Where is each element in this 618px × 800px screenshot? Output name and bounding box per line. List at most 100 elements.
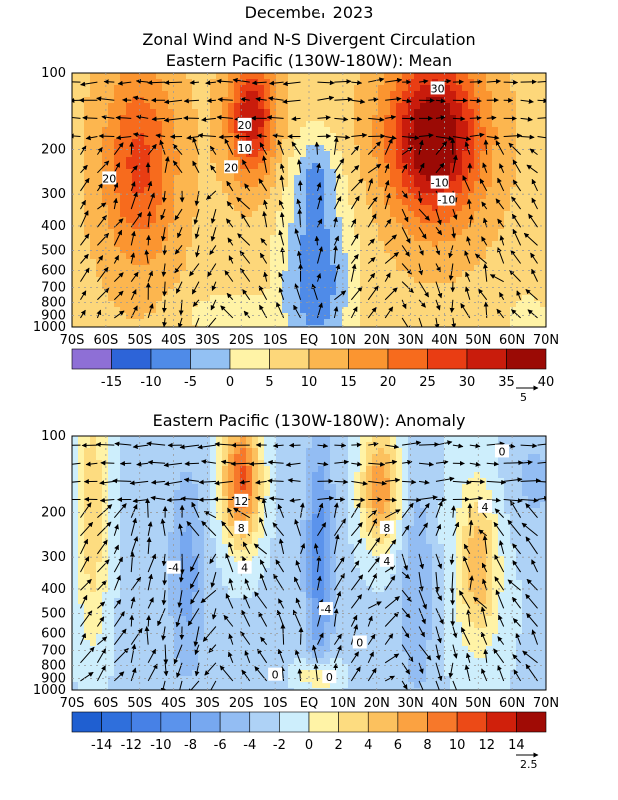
- mean-panel-cell: [78, 91, 85, 98]
- anomaly-panel-cell: [192, 652, 199, 659]
- anomaly-panel-cell: [102, 580, 109, 587]
- anomaly-panel-cell: [144, 454, 151, 461]
- mean-panel-cell: [336, 259, 343, 266]
- mean-panel-x-tick-label: 70N: [533, 333, 559, 348]
- anomaly-panel-cell: [198, 580, 205, 587]
- mean-panel-cell: [516, 211, 523, 218]
- mean-panel-cell: [534, 235, 541, 242]
- mean-panel-cell: [270, 145, 277, 152]
- anomaly-panel-cell: [216, 658, 223, 665]
- mean-panel-cell: [480, 91, 487, 98]
- anomaly-panel-cell: [168, 640, 175, 647]
- mean-panel-cell: [240, 271, 247, 278]
- mean-panel-cell: [414, 199, 421, 206]
- anomaly-panel-cell: [192, 634, 199, 641]
- mean-panel-wind-vector: [97, 160, 110, 174]
- mean-panel-cell: [306, 109, 313, 116]
- anomaly-panel-cell: [126, 670, 133, 677]
- mean-panel-cell: [210, 175, 217, 182]
- anomaly-panel-cell: [132, 682, 139, 689]
- mean-panel-cell: [90, 223, 97, 230]
- mean-panel-wind-vector: [224, 138, 234, 155]
- mean-panel-cell: [288, 109, 295, 116]
- anomaly-panel-cell: [216, 502, 223, 509]
- anomaly-panel-cell: [222, 580, 229, 587]
- anomaly-panel-cell: [102, 484, 109, 491]
- mean-panel-wind-vector: [384, 138, 393, 155]
- mean-panel-cell: [96, 91, 103, 98]
- mean-panel-cell: [246, 313, 253, 320]
- mean-panel-cell: [504, 151, 511, 158]
- mean-panel-cell: [102, 79, 109, 86]
- mean-panel-cell: [288, 325, 295, 327]
- mean-panel-cell: [522, 283, 529, 290]
- mean-panel-cell: [348, 73, 355, 80]
- mean-panel-cell: [204, 163, 211, 170]
- mean-panel-cell: [108, 289, 115, 296]
- mean-panel-cell: [462, 145, 469, 152]
- mean-panel-cell: [372, 265, 379, 272]
- mean-panel-cell: [288, 73, 295, 80]
- anomaly-panel-cell: [72, 682, 79, 689]
- mean-panel-cell: [360, 85, 367, 92]
- anomaly-panel-cell: [84, 568, 91, 575]
- mean-panel-cell: [438, 169, 445, 176]
- mean-panel-cell: [168, 181, 175, 188]
- mean-panel-cell: [354, 157, 361, 164]
- mean-panel-cell: [192, 169, 199, 176]
- mean-panel-wind-vector: [151, 116, 166, 122]
- anomaly-panel-cell: [108, 484, 115, 491]
- anomaly-panel-cell: [168, 466, 175, 473]
- anomaly-panel-cell: [186, 652, 193, 659]
- mean-panel-cell: [114, 121, 121, 128]
- mean-panel-cell: [144, 121, 151, 128]
- mean-panel-cell: [510, 85, 517, 92]
- mean-panel-cell: [474, 85, 481, 92]
- anomaly-panel-cell: [192, 532, 199, 539]
- mean-panel-cell: [366, 109, 373, 116]
- anomaly-panel-cell: [150, 520, 157, 527]
- mean-panel-cell: [240, 205, 247, 212]
- mean-panel-cell: [360, 121, 367, 128]
- mean-panel-cell: [246, 103, 253, 110]
- anomaly-panel-cell: [198, 568, 205, 575]
- anomaly-panel-cell: [126, 658, 133, 665]
- mean-panel-cell: [402, 277, 409, 284]
- mean-panel-cell: [390, 217, 397, 224]
- anomaly-panel-cell: [144, 670, 151, 677]
- mean-panel-cell: [480, 193, 487, 200]
- mean-panel-cell: [312, 97, 319, 104]
- anomaly-panel-cell: [174, 640, 181, 647]
- mean-panel-cell: [450, 253, 457, 260]
- mean-panel-cell: [426, 73, 433, 80]
- mean-panel-cell: [90, 175, 97, 182]
- mean-panel-cell: [522, 115, 529, 122]
- anomaly-panel-cell: [138, 550, 145, 557]
- mean-panel-cell: [162, 277, 169, 284]
- mean-panel-cell: [396, 193, 403, 200]
- mean-panel-cell: [384, 157, 391, 164]
- mean-panel-cell: [156, 169, 163, 176]
- mean-panel-cell: [252, 91, 259, 98]
- mean-panel-cell: [378, 325, 385, 327]
- mean-panel-cell: [186, 211, 193, 218]
- mean-panel-cell: [480, 229, 487, 236]
- mean-panel-cell: [414, 229, 421, 236]
- mean-panel-cell: [234, 85, 241, 92]
- mean-panel-cell: [192, 109, 199, 116]
- mean-panel-cell: [96, 223, 103, 230]
- mean-panel-wind-vector: [113, 182, 119, 192]
- mean-panel-cell: [528, 229, 535, 236]
- mean-panel-cell: [228, 109, 235, 116]
- mean-panel-cell: [234, 223, 241, 230]
- anomaly-panel-cell: [192, 568, 199, 575]
- mean-panel-cell: [396, 175, 403, 182]
- mean-panel-cell: [348, 253, 355, 260]
- mean-panel-cell: [528, 199, 535, 206]
- mean-panel-cell: [450, 121, 457, 128]
- anomaly-panel-cell: [96, 502, 103, 509]
- mean-panel-cell: [282, 217, 289, 224]
- mean-panel-cell: [126, 247, 133, 254]
- mean-panel-cell: [528, 289, 535, 296]
- mean-panel-wind-vector: [526, 164, 538, 174]
